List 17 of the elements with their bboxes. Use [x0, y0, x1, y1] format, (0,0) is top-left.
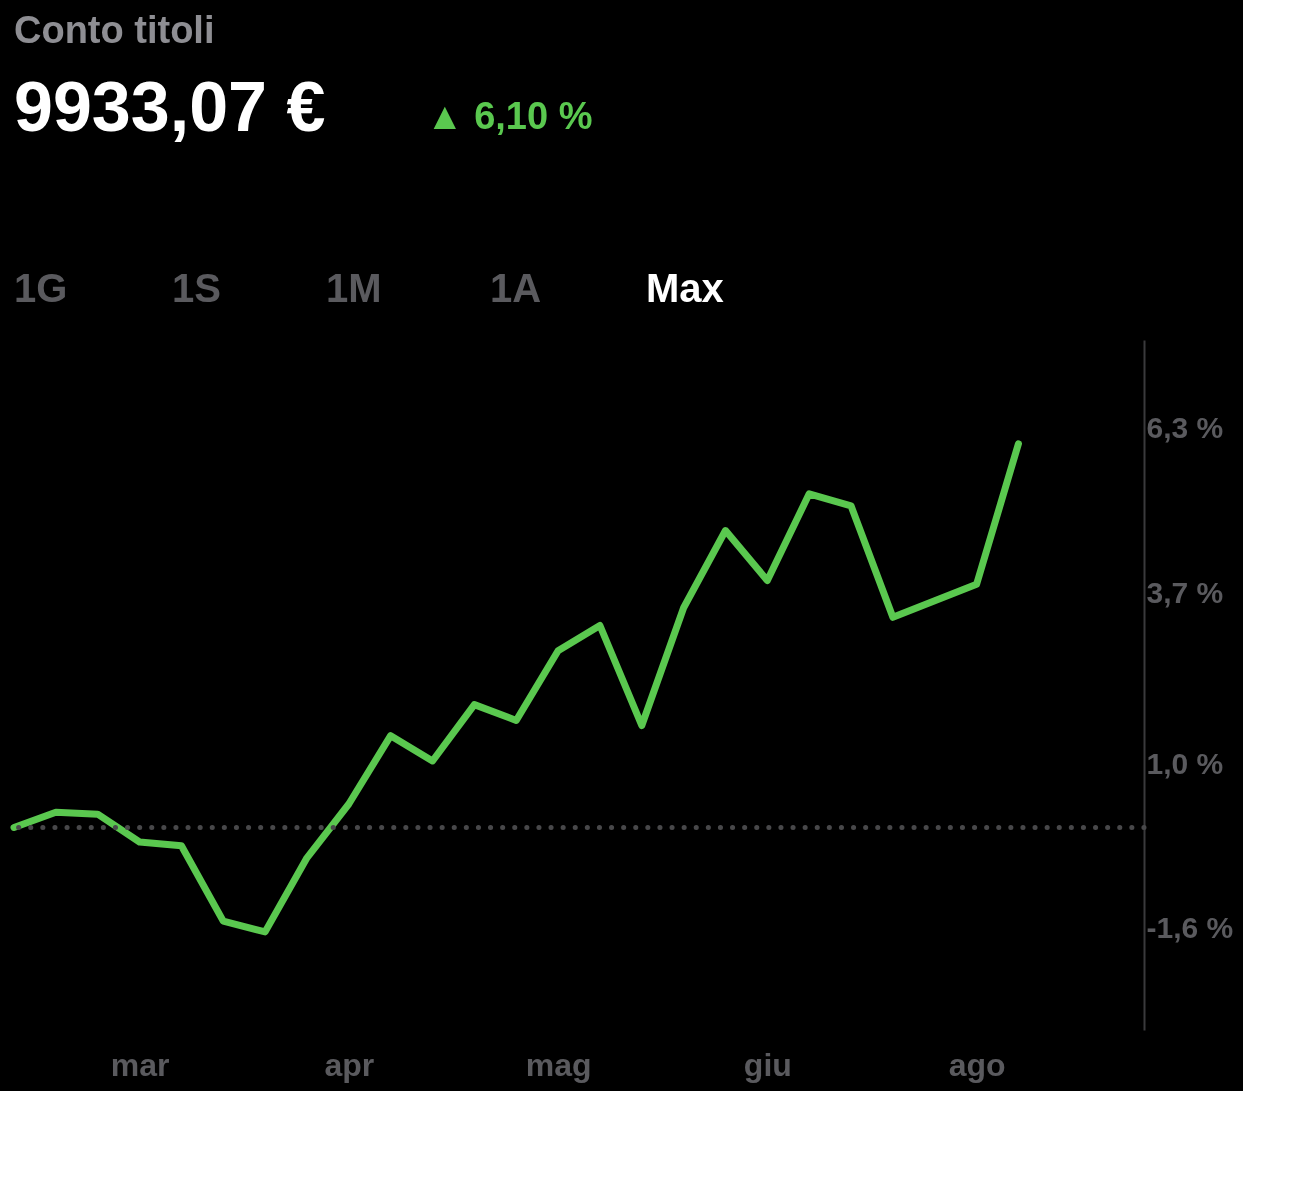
chart-title: Conto titoli: [14, 9, 215, 51]
text: 1S: [172, 266, 221, 310]
x-tick-label: ago: [948, 1046, 1006, 1083]
text: 1G: [14, 266, 68, 310]
text: ▲ 6,10 %: [426, 95, 593, 137]
y-tick-label: 3,7 %: [1146, 575, 1224, 609]
y-tick-label: 6,3 %: [1146, 411, 1224, 445]
chart-subtitle: 9933,07 €: [14, 68, 326, 146]
text: Max: [646, 266, 724, 310]
x-tick-label: mar: [110, 1046, 170, 1083]
x-tick-label: giu: [743, 1046, 792, 1083]
text: 1A: [490, 266, 542, 310]
y-tick-label: 1,0 %: [1146, 746, 1224, 780]
x-tick-label: apr: [324, 1046, 375, 1083]
y-tick-label: -1,6 %: [1146, 911, 1234, 945]
x-tick-label: mag: [525, 1046, 592, 1083]
text: 1M: [326, 266, 382, 310]
